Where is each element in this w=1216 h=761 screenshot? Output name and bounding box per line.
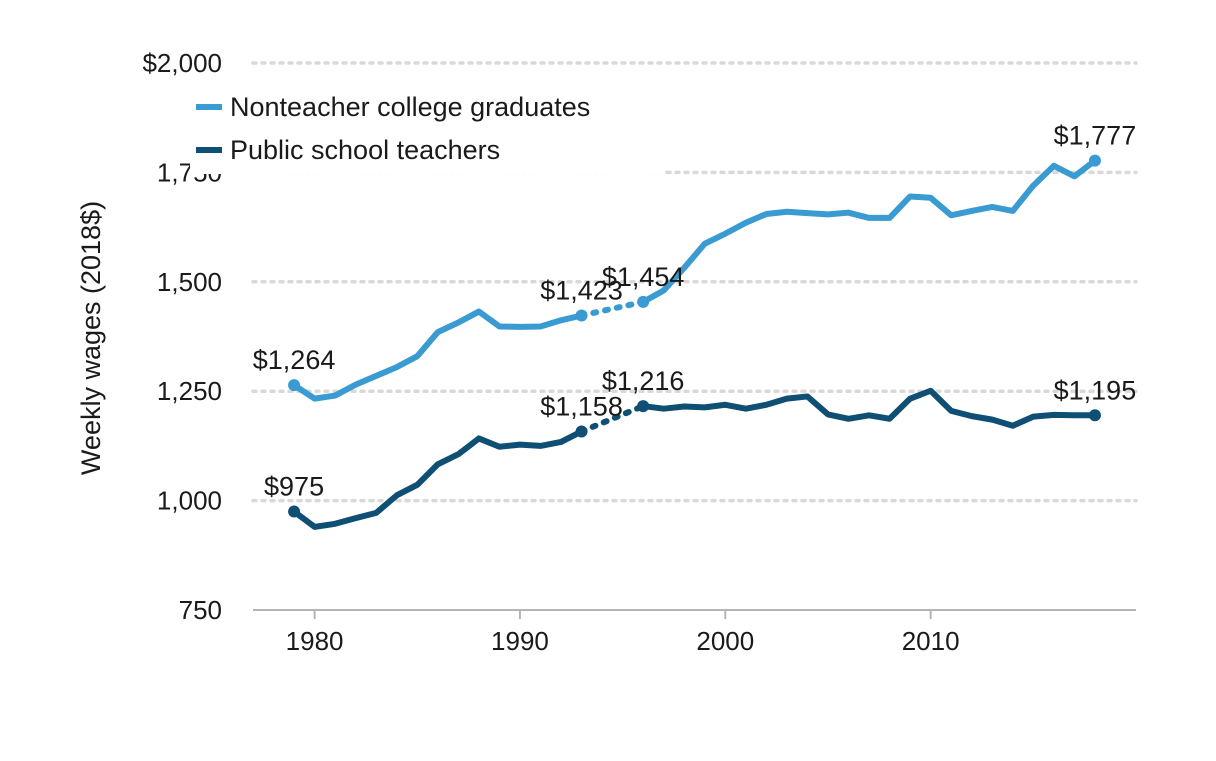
data-label: $1,777 bbox=[1054, 121, 1137, 151]
x-tick-label: 1980 bbox=[286, 626, 344, 656]
series-line bbox=[640, 157, 1098, 305]
data-point-marker bbox=[1088, 409, 1101, 422]
y-axis-title: Weekly wages (2018$) bbox=[76, 201, 106, 475]
data-point-marker bbox=[637, 400, 650, 413]
x-tick-label: 2000 bbox=[696, 626, 754, 656]
y-tick-label: 1,000 bbox=[157, 486, 222, 516]
data-label: $1,216 bbox=[602, 366, 685, 396]
data-label: $1,158 bbox=[540, 391, 623, 421]
series-line-gap-dotted bbox=[578, 298, 647, 319]
series-nonteacher-college-graduates: $1,264 $1,423$1,454 $1,777 bbox=[253, 121, 1137, 402]
x-tick-label: 1990 bbox=[491, 626, 549, 656]
data-point-marker bbox=[637, 295, 650, 308]
series-line-gap-dotted bbox=[578, 403, 647, 435]
data-point-marker bbox=[288, 379, 301, 392]
y-tick-label: 1,500 bbox=[157, 267, 222, 297]
legend-label: Public school teachers bbox=[230, 135, 500, 165]
x-axis: 1980 1990 2000 2010 bbox=[253, 609, 1136, 656]
data-label: $1,195 bbox=[1054, 375, 1137, 405]
y-tick-label: 750 bbox=[179, 595, 222, 625]
data-label: $975 bbox=[264, 472, 324, 502]
legend: Nonteacher college graduates Public schoo… bbox=[190, 84, 665, 174]
series-public-school-teachers: $975 $1,158$1,216 $1,195 bbox=[264, 366, 1137, 530]
data-label: $1,423 bbox=[540, 275, 623, 305]
y-tick-label: 1,250 bbox=[157, 376, 222, 406]
series-line bbox=[291, 308, 585, 402]
data-label: $1,264 bbox=[253, 345, 336, 375]
data-point-marker bbox=[575, 425, 588, 438]
x-tick-label: 2010 bbox=[902, 626, 960, 656]
series-line bbox=[640, 387, 1098, 429]
y-tick-label: $2,000 bbox=[142, 48, 222, 78]
data-label: $1,454 bbox=[602, 262, 685, 292]
legend-label: Nonteacher college graduates bbox=[230, 92, 590, 122]
data-point-marker bbox=[1088, 154, 1101, 167]
legend-background bbox=[190, 84, 665, 174]
data-point-marker bbox=[288, 505, 301, 518]
data-point-marker bbox=[575, 309, 588, 322]
series-layer: $1,264 $1,423$1,454 $1,777 $975 $1,158$1,216… bbox=[253, 121, 1137, 530]
series-line bbox=[291, 428, 585, 530]
